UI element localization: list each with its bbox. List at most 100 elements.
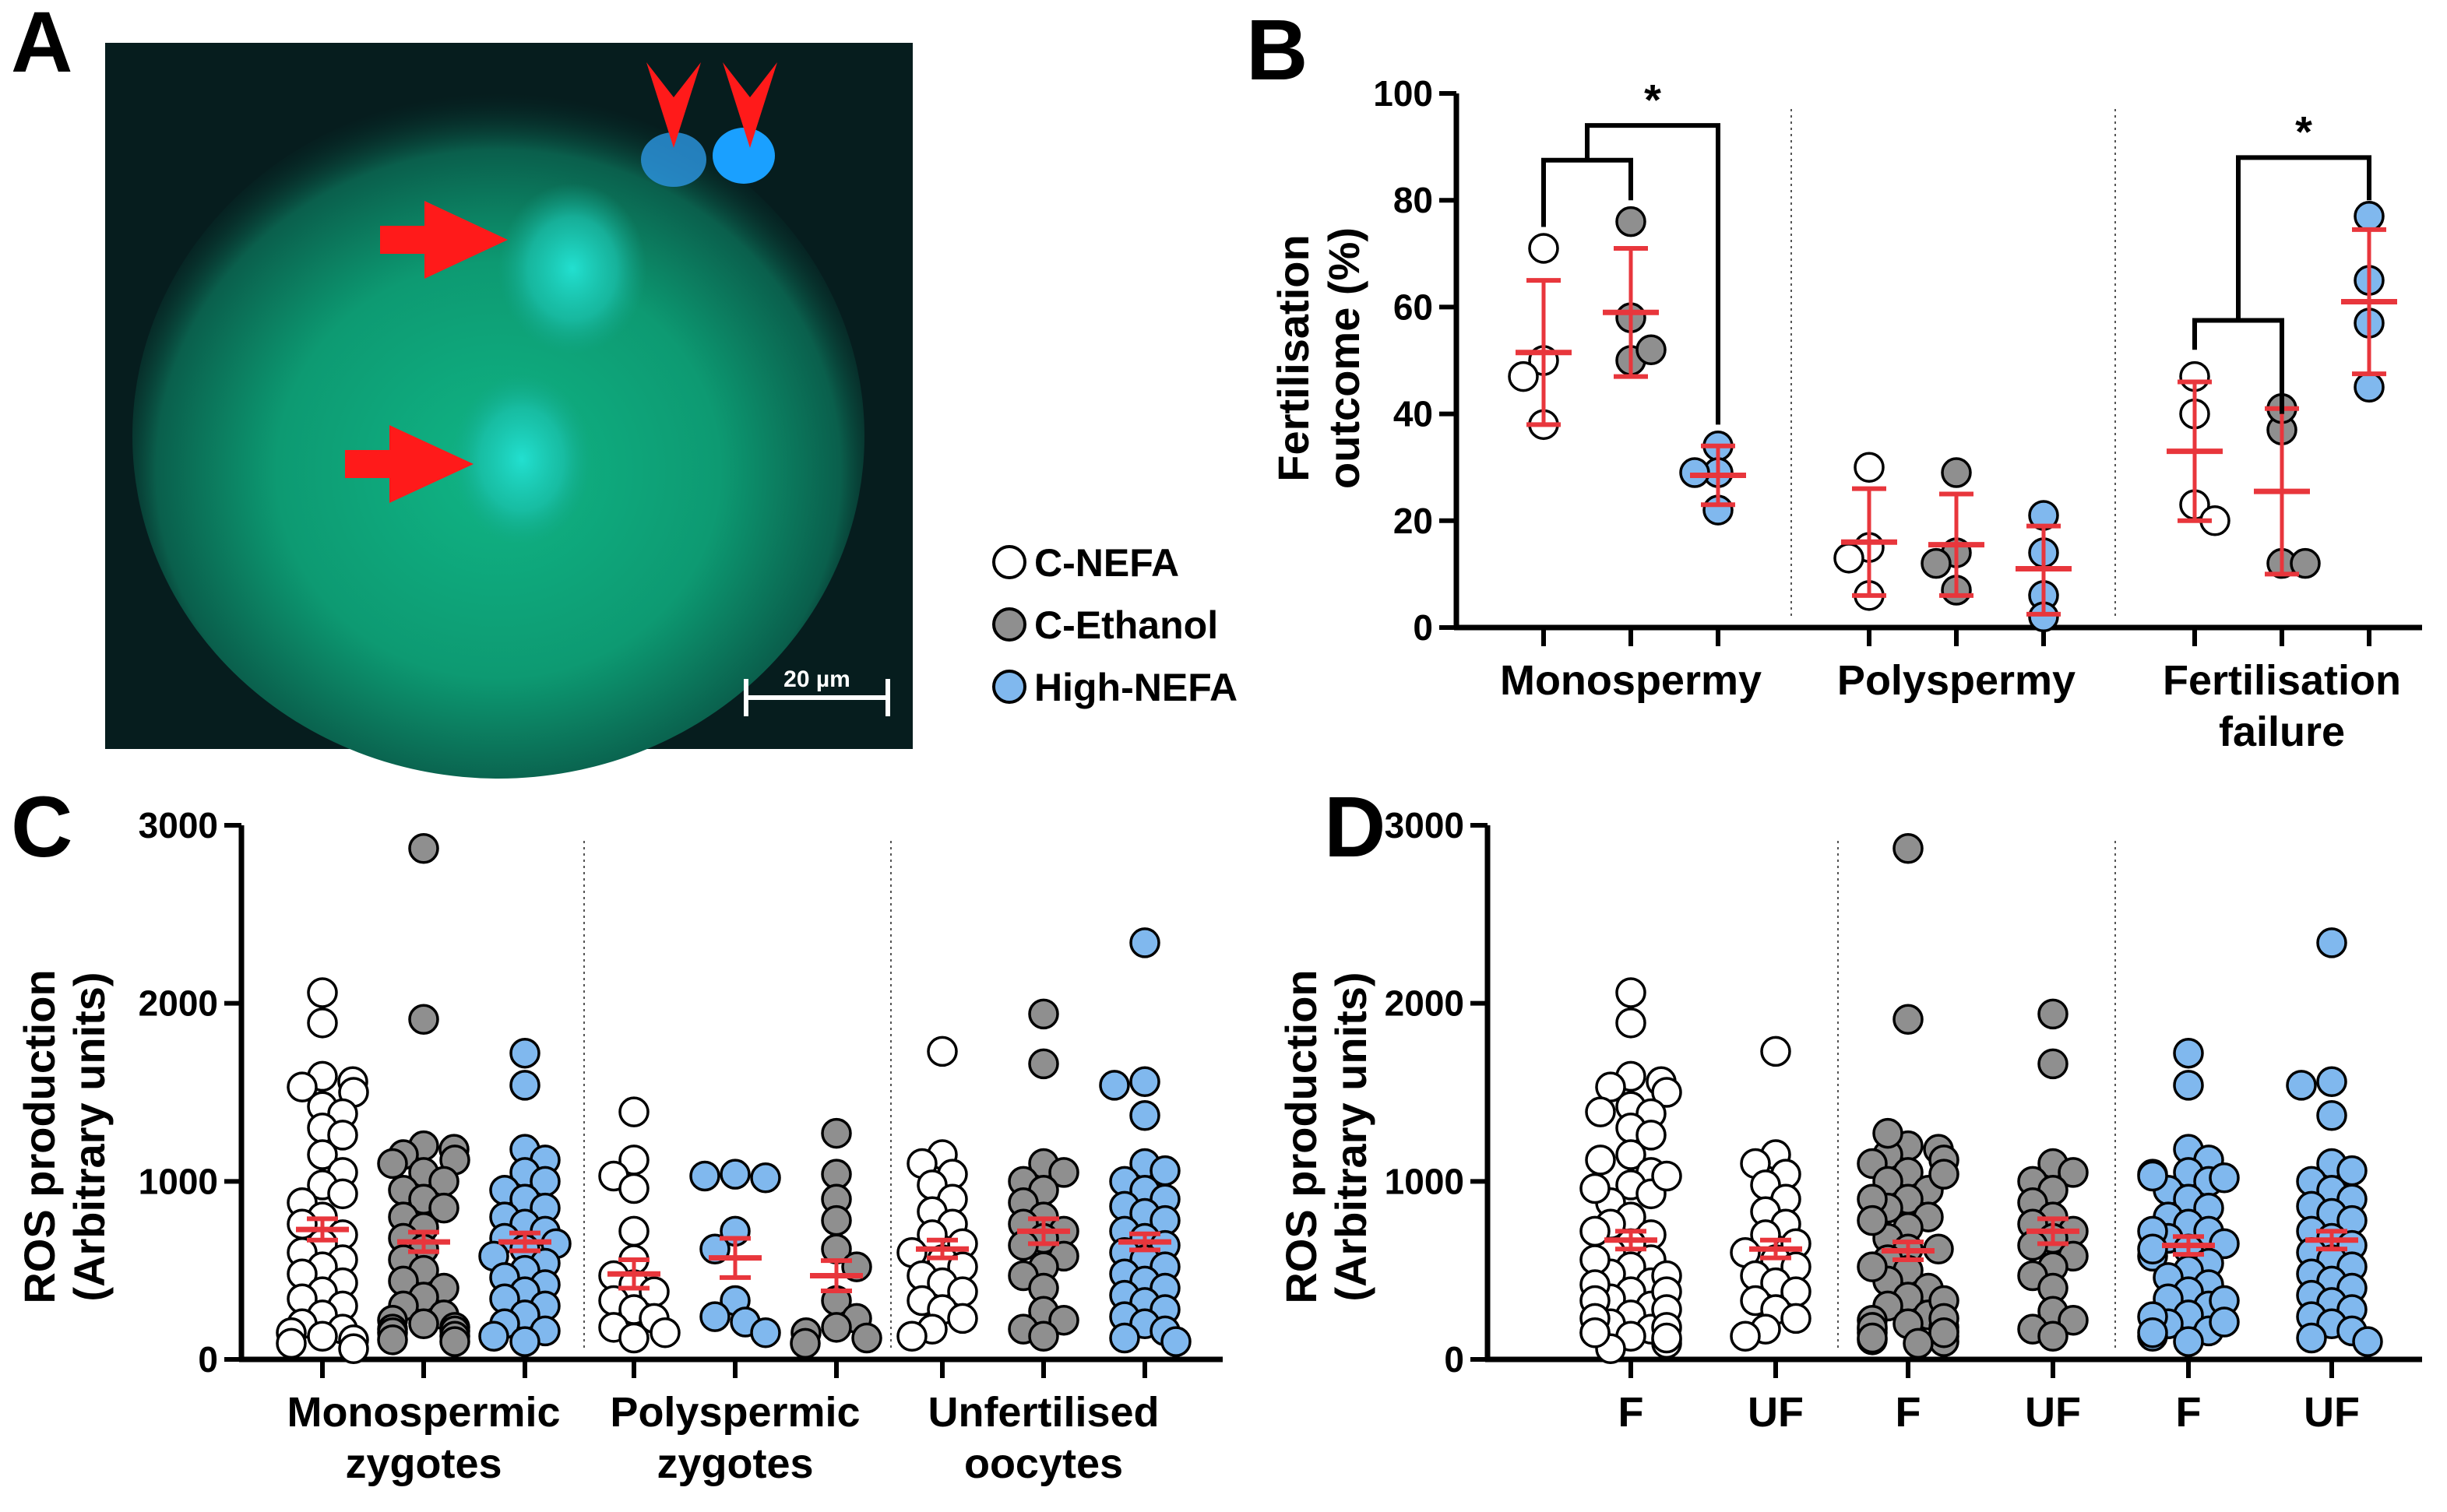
y-tick-label: 2000 bbox=[1385, 983, 1464, 1024]
data-point-high-nefa bbox=[509, 1037, 540, 1069]
data-point-c-ethanol bbox=[377, 1324, 408, 1356]
data-point-c-ethanol bbox=[1857, 1251, 1888, 1282]
category-label: UF bbox=[2025, 1389, 2081, 1436]
significance-asterisk: * bbox=[1644, 75, 1661, 124]
y-tick-label: 1000 bbox=[1385, 1161, 1464, 1201]
data-point-c-ethanol bbox=[1921, 547, 1952, 579]
pronucleus-upper bbox=[498, 183, 646, 354]
data-point-c-nefa bbox=[1730, 1320, 1761, 1352]
data-point-c-nefa bbox=[307, 977, 338, 1008]
data-point-c-nefa bbox=[1585, 1145, 1616, 1176]
data-point-c-nefa bbox=[1615, 977, 1646, 1008]
arrowhead-icon bbox=[723, 62, 777, 148]
pronucleus-lower bbox=[452, 374, 592, 545]
data-point-high-nefa bbox=[1129, 927, 1160, 958]
data-point-high-nefa bbox=[1099, 1070, 1130, 1101]
data-point-high-nefa bbox=[2173, 1070, 2204, 1101]
y-tick-label: 60 bbox=[1393, 287, 1433, 327]
data-point-c-ethanol bbox=[1028, 998, 1059, 1030]
scale-bar-label: 20 µm bbox=[783, 666, 850, 692]
category-label: UF bbox=[2304, 1389, 2360, 1436]
data-point-high-nefa bbox=[699, 1301, 731, 1332]
data-point-c-ethanol bbox=[1872, 1117, 1903, 1149]
data-point-c-nefa bbox=[276, 1327, 307, 1359]
data-point-high-nefa bbox=[720, 1159, 751, 1190]
data-point-c-ethanol bbox=[1857, 1204, 1888, 1236]
data-point-high-nefa bbox=[2173, 1037, 2204, 1069]
y-tick-label: 0 bbox=[1444, 1339, 1464, 1380]
y-tick-label: 3000 bbox=[139, 805, 218, 846]
chart-c: 0 1000 2000 3000 ROS production (Arbitrary un… bbox=[15, 805, 1223, 1487]
data-point-high-nefa bbox=[2316, 1099, 2347, 1131]
y-tick-label: 0 bbox=[1413, 607, 1433, 648]
arrow-icon bbox=[345, 425, 474, 503]
micrograph: 20 µm bbox=[105, 43, 913, 779]
y-axis-label: (Arbitrary units) bbox=[65, 972, 114, 1301]
data-point-c-ethanol bbox=[1048, 1157, 1079, 1188]
data-point-high-nefa bbox=[1160, 1326, 1192, 1357]
data-point-c-nefa bbox=[307, 1320, 338, 1352]
data-point-high-nefa bbox=[1109, 1322, 1140, 1354]
data-point-c-nefa bbox=[307, 1007, 338, 1039]
panel-label-c: C bbox=[11, 779, 72, 875]
data-point-c-nefa bbox=[618, 1322, 650, 1354]
y-tick-label: 20 bbox=[1393, 501, 1433, 541]
data-point-c-nefa bbox=[1579, 1173, 1611, 1204]
category-label: oocytes bbox=[964, 1440, 1123, 1487]
data-point-c-nefa bbox=[896, 1320, 928, 1352]
data-point-high-nefa bbox=[689, 1160, 720, 1192]
data-point-c-nefa bbox=[618, 1215, 650, 1247]
data-point-c-nefa bbox=[1635, 1120, 1667, 1151]
data-point-c-ethanol bbox=[439, 1326, 470, 1357]
data-point-c-nefa bbox=[1585, 1096, 1616, 1127]
data-point-c-nefa bbox=[618, 1173, 650, 1204]
chart-d: 0 1000 2000 3000 ROS production (Arbitrary un… bbox=[1276, 805, 2422, 1436]
category-label: F bbox=[1618, 1389, 1644, 1436]
legend-label: C-Ethanol bbox=[1034, 603, 1218, 647]
polar-body-2 bbox=[713, 128, 775, 184]
data-point-c-nefa bbox=[327, 1178, 358, 1210]
data-point-c-ethanol bbox=[428, 1192, 459, 1224]
significance-bracket bbox=[2192, 318, 2284, 414]
data-point-c-nefa bbox=[1780, 1303, 1811, 1334]
data-point-c-nefa bbox=[1615, 1139, 1646, 1170]
data-point-high-nefa bbox=[2209, 1306, 2240, 1338]
data-point-c-nefa bbox=[1508, 360, 1539, 392]
data-point-high-nefa bbox=[2209, 1162, 2240, 1194]
data-point-high-nefa bbox=[2296, 1322, 2327, 1354]
data-point-high-nefa bbox=[478, 1320, 509, 1352]
data-point-c-nefa bbox=[1615, 1007, 1646, 1039]
y-axis-label: outcome (%) bbox=[1319, 227, 1368, 489]
data-point-high-nefa bbox=[509, 1326, 540, 1357]
data-point-high-nefa bbox=[509, 1070, 540, 1101]
scale-bar bbox=[744, 679, 890, 716]
data-point-high-nefa bbox=[750, 1317, 781, 1348]
category-label: F bbox=[2176, 1389, 2202, 1436]
data-point-c-nefa bbox=[1651, 1322, 1682, 1354]
legend-label: C-NEFA bbox=[1034, 541, 1179, 585]
legend-marker-1 bbox=[992, 607, 1026, 642]
data-point-c-ethanol bbox=[851, 1322, 882, 1354]
category-label: Polyspermy bbox=[1837, 657, 2076, 704]
data-point-high-nefa bbox=[2137, 1233, 2168, 1264]
y-tick-label: 3000 bbox=[1385, 805, 1464, 846]
data-point-high-nefa bbox=[750, 1162, 781, 1194]
data-point-c-nefa bbox=[327, 1120, 358, 1151]
data-point-c-nefa bbox=[1651, 1077, 1682, 1108]
data-point-c-ethanol bbox=[1928, 1159, 1959, 1190]
panel-label-d: D bbox=[1324, 779, 1385, 875]
data-point-c-ethanol bbox=[2037, 1048, 2069, 1080]
category-label: Monospermy bbox=[1500, 657, 1762, 704]
data-point-high-nefa bbox=[2173, 1326, 2204, 1357]
data-point-c-ethanol bbox=[1635, 334, 1667, 366]
data-point-high-nefa bbox=[1129, 1099, 1160, 1131]
data-point-c-ethanol bbox=[2037, 1320, 2069, 1352]
y-tick-label: 40 bbox=[1393, 394, 1433, 434]
category-label: F bbox=[1896, 1389, 1921, 1436]
data-point-c-ethanol bbox=[1048, 1304, 1079, 1336]
data-point-c-nefa bbox=[307, 1139, 338, 1170]
category-label: UF bbox=[1748, 1389, 1804, 1436]
data-point-c-ethanol bbox=[2290, 547, 2321, 579]
data-point-high-nefa bbox=[2137, 1160, 2168, 1192]
